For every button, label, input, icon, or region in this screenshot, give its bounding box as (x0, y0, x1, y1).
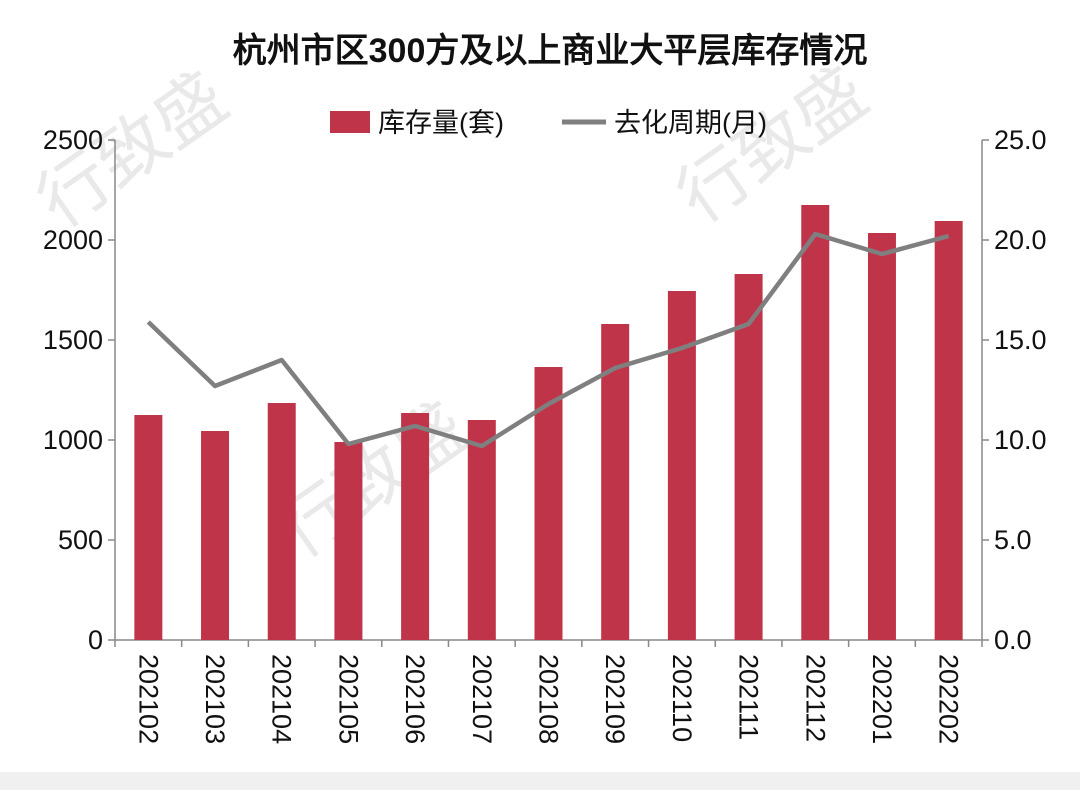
bar-202106 (401, 413, 430, 640)
left-tick-label: 1000 (43, 425, 103, 455)
x-label-202110: 202110 (667, 654, 697, 742)
line-path-turnover-cycle (146, 231, 950, 449)
bar-202103 (201, 431, 230, 640)
left-tick-label: 0 (88, 625, 103, 655)
bottom-strip (0, 772, 1080, 790)
x-label-202105: 202105 (333, 654, 363, 744)
x-label-202108: 202108 (534, 654, 564, 744)
x-label-202202: 202202 (934, 654, 964, 744)
legend-bar-swatch (330, 111, 370, 133)
right-tick-label: 10.0 (994, 425, 1047, 455)
left-tick-label: 500 (58, 525, 103, 555)
bar-202107 (467, 420, 496, 640)
line-series (146, 231, 950, 449)
bar-202109 (601, 324, 630, 640)
x-label-202104: 202104 (267, 654, 297, 744)
x-label-202106: 202106 (400, 654, 430, 744)
x-label-202201: 202201 (867, 654, 897, 744)
watermark-text: 行致盛 (264, 388, 481, 572)
legend-bar-label: 库存量(套) (378, 108, 504, 138)
left-tick-label: 1500 (43, 325, 103, 355)
x-label-202112: 202112 (800, 654, 830, 742)
right-tick-label: 15.0 (994, 325, 1047, 355)
bar-202112 (801, 205, 830, 640)
left-tick-label: 2000 (43, 225, 103, 255)
bar-202102 (134, 415, 163, 640)
bar-series (134, 205, 963, 640)
left-tick-label: 2500 (43, 125, 103, 155)
bar-202201 (867, 233, 896, 640)
legend-line-label: 去化周期(月) (614, 108, 767, 138)
x-label-202109: 202109 (600, 654, 630, 744)
chart-title: 杭州市区300方及以上商业大平层库存情况 (233, 31, 868, 70)
x-label-202102: 202102 (133, 654, 163, 744)
bar-202104 (267, 403, 296, 640)
right-tick-label: 0.0 (994, 625, 1032, 655)
x-axis-labels: 202102 202103 202104 202105 202106 202107 2021… (133, 654, 963, 744)
right-tick-label: 5.0 (994, 525, 1032, 555)
bar-202111 (734, 274, 763, 640)
x-label-202103: 202103 (200, 654, 230, 744)
right-tick-label: 25.0 (994, 125, 1047, 155)
x-label-202111: 202111 (734, 654, 764, 740)
x-label-202107: 202107 (467, 654, 497, 744)
right-tick-label: 20.0 (994, 225, 1047, 255)
watermark-text: 行致盛 (664, 53, 881, 237)
legend: 库存量(套) 去化周期(月) (330, 108, 767, 138)
bar-202105 (334, 442, 363, 640)
bar-202202 (934, 221, 963, 640)
